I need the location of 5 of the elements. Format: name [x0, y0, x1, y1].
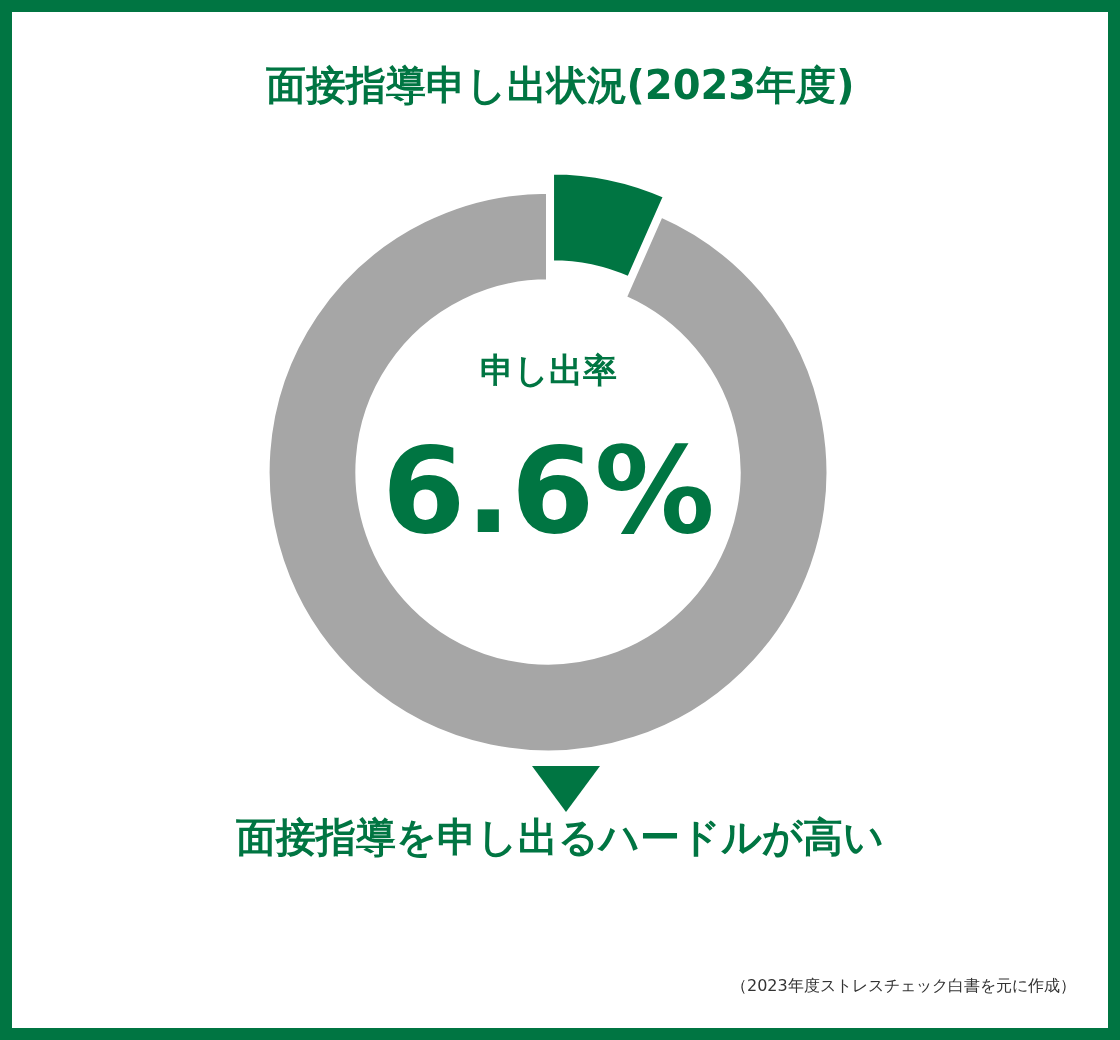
text: （2023年度ストレスチェック白書を元に作成）	[731, 976, 1076, 995]
chart-title: 面接指導申し出状況(2023年度)	[265, 62, 855, 108]
data-label: 6.6%	[382, 421, 715, 560]
text: 面接指導を申し出るハードルが高い	[236, 814, 884, 860]
slice-label: 申し出率	[480, 350, 617, 390]
